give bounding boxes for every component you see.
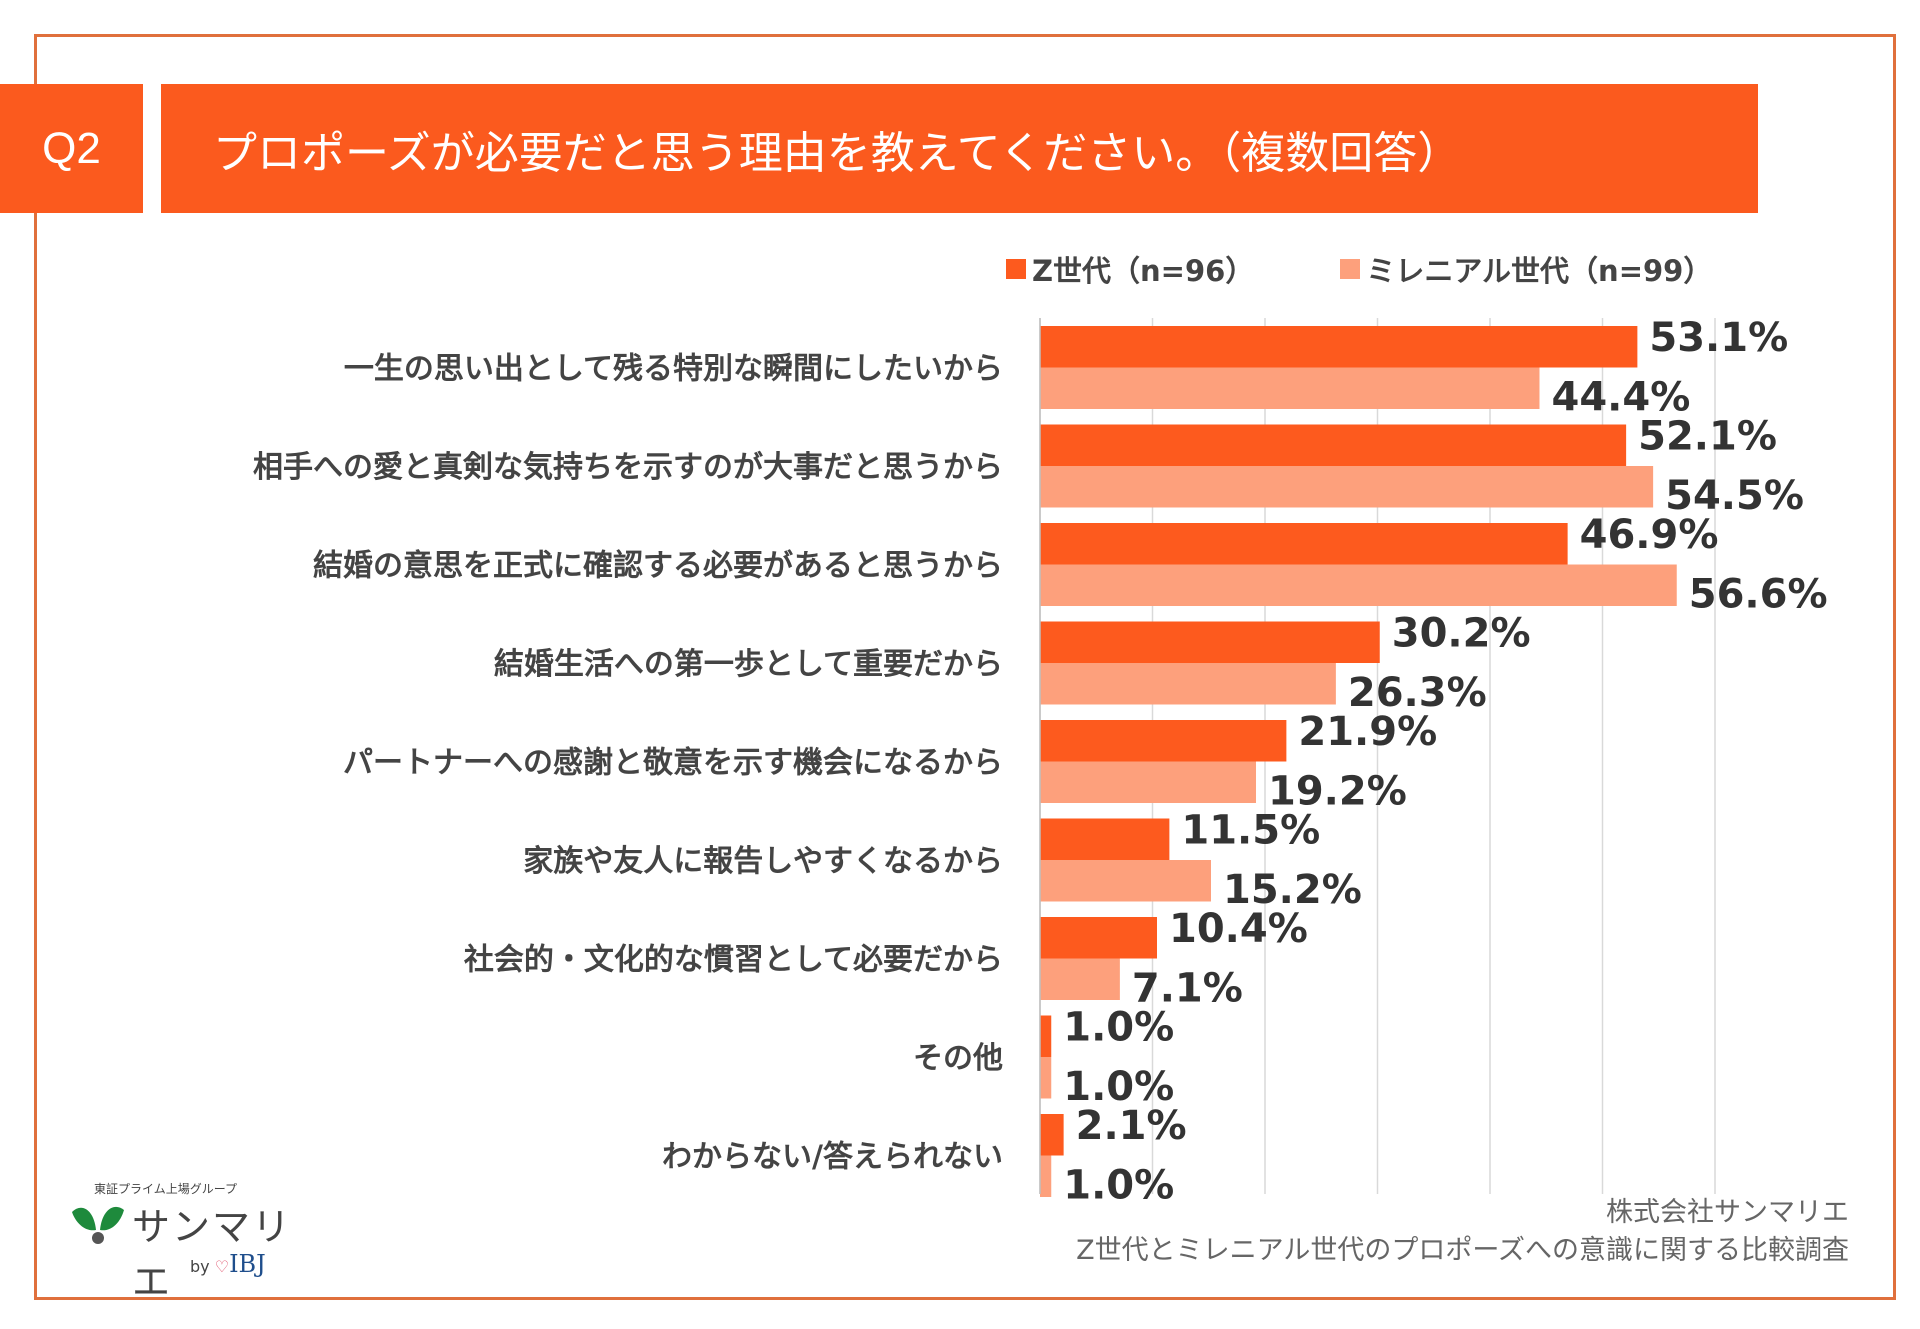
data-label-z: 21.9% — [1298, 709, 1437, 755]
bar-millennial — [1040, 663, 1336, 705]
data-label-z: 2.1% — [1076, 1103, 1187, 1149]
data-label-z: 52.1% — [1638, 413, 1777, 459]
legend-item-millennial: ミレニアル世代（n=99） — [1340, 248, 1712, 290]
bar-millennial — [1040, 860, 1211, 902]
bar-z — [1040, 720, 1287, 762]
category-label: その他 — [913, 1041, 1003, 1076]
category-label: わからない/答えられない — [662, 1140, 1003, 1175]
legend-swatch-millennial — [1340, 259, 1361, 279]
category-label: 結婚生活への第一歩として重要だから — [494, 647, 1003, 682]
data-label-millennial: 1.0% — [1063, 1064, 1174, 1110]
data-label-z: 10.4% — [1169, 906, 1308, 952]
bar-millennial — [1040, 367, 1540, 409]
bar-millennial — [1040, 564, 1677, 606]
data-label-millennial: 44.4% — [1552, 374, 1691, 420]
legend-label-millennial: ミレニアル世代（n=99） — [1366, 254, 1713, 288]
data-label-z: 30.2% — [1392, 610, 1531, 656]
legend: Z世代（n=96） ミレニアル世代（n=99） — [1006, 248, 1712, 290]
data-label-z: 1.0% — [1063, 1004, 1174, 1050]
bar-z — [1040, 523, 1568, 565]
logo-ibj: IBJ — [229, 1250, 266, 1278]
bar-millennial — [1040, 958, 1120, 1000]
category-label: 一生の思い出として残る特別な瞬間にしたいから — [344, 352, 1003, 387]
data-label-z: 46.9% — [1580, 512, 1719, 558]
bar-millennial — [1040, 1155, 1052, 1197]
bar-z — [1040, 621, 1380, 663]
logo-group-text: 東証プライム上場グループ — [94, 1182, 238, 1196]
frame-border — [34, 34, 1896, 1300]
bar-millennial — [1040, 761, 1256, 803]
data-label-millennial: 56.6% — [1689, 571, 1828, 617]
category-label: パートナーへの感謝と敬意を示す機会になるから — [343, 746, 1003, 781]
source-survey: Z世代とミレニアル世代のプロポーズへの意識に関する比較調査 — [1076, 1235, 1849, 1266]
question-number: Q2 — [0, 84, 143, 213]
data-label-millennial: 1.0% — [1063, 1162, 1174, 1208]
bar-z — [1040, 1015, 1052, 1057]
category-label: 家族や友人に報告しやすくなるから — [523, 844, 1003, 879]
data-label-millennial: 26.3% — [1348, 670, 1487, 716]
data-label-millennial: 54.5% — [1665, 473, 1804, 519]
data-label-millennial: 19.2% — [1268, 768, 1407, 814]
heart-icon: ♡ — [214, 1257, 230, 1276]
bar-millennial — [1040, 1057, 1052, 1099]
bar-z — [1040, 424, 1627, 466]
logo-by-text: by — [190, 1257, 210, 1276]
data-label-z: 11.5% — [1181, 807, 1320, 853]
bar-millennial — [1040, 466, 1654, 508]
sunmarie-logo: 東証プライム上場グループ サンマリエ by ♡IBJ — [68, 1180, 298, 1304]
category-label: 相手への愛と真剣な気持ちを示すのが大事だと思うから — [253, 450, 1003, 485]
source-footer: 株式会社サンマリエ Z世代とミレニアル世代のプロポーズへの意識に関する比較調査 — [1076, 1194, 1849, 1270]
bar-z — [1040, 326, 1638, 368]
question-title: プロポーズが必要だと思う理由を教えてください。（複数回答） — [213, 127, 1462, 179]
data-label-millennial: 7.1% — [1132, 965, 1243, 1011]
bar-z — [1040, 818, 1170, 860]
question-title-bar: プロポーズが必要だと思う理由を教えてください。（複数回答） — [161, 84, 1758, 213]
bar-z — [1040, 1114, 1064, 1156]
logo-name: サンマリエ — [132, 1205, 293, 1304]
source-company: 株式会社サンマリエ — [1606, 1197, 1849, 1228]
legend-swatch-z — [1006, 259, 1026, 279]
data-label-z: 53.1% — [1649, 315, 1788, 361]
leaf-icon — [72, 1206, 124, 1244]
legend-item-z: Z世代（n=96） — [1006, 248, 1254, 290]
logo-by: by ♡IBJ — [190, 1250, 266, 1278]
bar-z — [1040, 917, 1157, 959]
legend-label-z: Z世代（n=96） — [1032, 254, 1255, 288]
data-label-millennial: 15.2% — [1223, 867, 1362, 913]
category-label: 社会的・文化的な慣習として必要だから — [464, 943, 1003, 978]
category-label: 結婚の意思を正式に確認する必要があると思うから — [313, 549, 1003, 584]
